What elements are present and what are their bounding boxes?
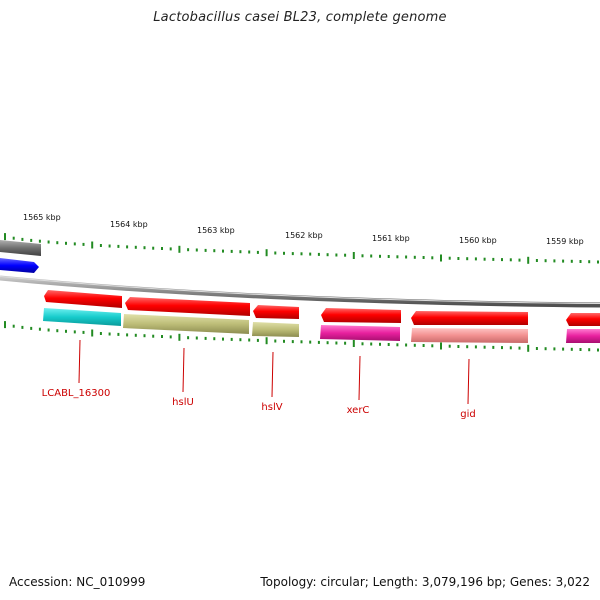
inner-tick-marks [4, 321, 599, 352]
ruler-label-1560: 1560 kbp [459, 236, 497, 245]
gene-arrow[interactable] [253, 305, 299, 319]
gene-hslU-arrow[interactable] [123, 314, 249, 334]
gene-label-hslV: hslV [261, 402, 282, 413]
ruler-label-1559: 1559 kbp [546, 237, 584, 246]
gene-arrow[interactable] [411, 311, 528, 325]
genome-backbone [0, 275, 600, 308]
ruler-label-1561: 1561 kbp [372, 234, 410, 243]
gene-label-LCABL_16300: LCABL_16300 [42, 388, 111, 399]
grey-gene-arrow[interactable] [0, 240, 41, 256]
gene-labels: LCABL_16300 hslU hslV xerC gid [42, 388, 476, 420]
topology-text: Topology: circular; Length: 3,079,196 bp… [260, 575, 590, 589]
forward-strand-genes [44, 290, 600, 326]
ruler-labels: 1565 kbp 1564 kbp 1563 kbp 1562 kbp 1561… [23, 213, 584, 246]
gene-arrow[interactable] [566, 313, 600, 326]
gene-arrow[interactable] [321, 308, 401, 323]
gene-gid-arrow[interactable] [411, 328, 528, 343]
gene-label-xerC: xerC [347, 405, 370, 416]
blue-gene-arrow[interactable] [0, 258, 39, 273]
ruler-label-1563: 1563 kbp [197, 226, 235, 235]
reverse-strand-genes [43, 308, 600, 343]
ruler-label-1564: 1564 kbp [110, 220, 148, 229]
gene-label-gid: gid [460, 409, 475, 420]
gene-label-hslU: hslU [172, 397, 194, 408]
gene-LCABL_16300-arrow[interactable] [43, 308, 121, 326]
outer-tick-marks [4, 233, 599, 264]
gene-label-leaders [78, 339, 470, 405]
map-title: Lactobacillus casei BL23, complete genom… [153, 10, 447, 25]
gene-hslV-arrow[interactable] [252, 322, 299, 337]
gene-xerC-arrow[interactable] [320, 325, 400, 341]
gene-arrow[interactable] [44, 290, 122, 308]
gene-arrow[interactable] [125, 297, 250, 316]
ruler-label-1565: 1565 kbp [23, 213, 61, 222]
accession-text: Accession: NC_010999 [9, 575, 146, 589]
ruler-label-1562: 1562 kbp [285, 231, 323, 240]
gene-arrow[interactable] [566, 329, 600, 343]
